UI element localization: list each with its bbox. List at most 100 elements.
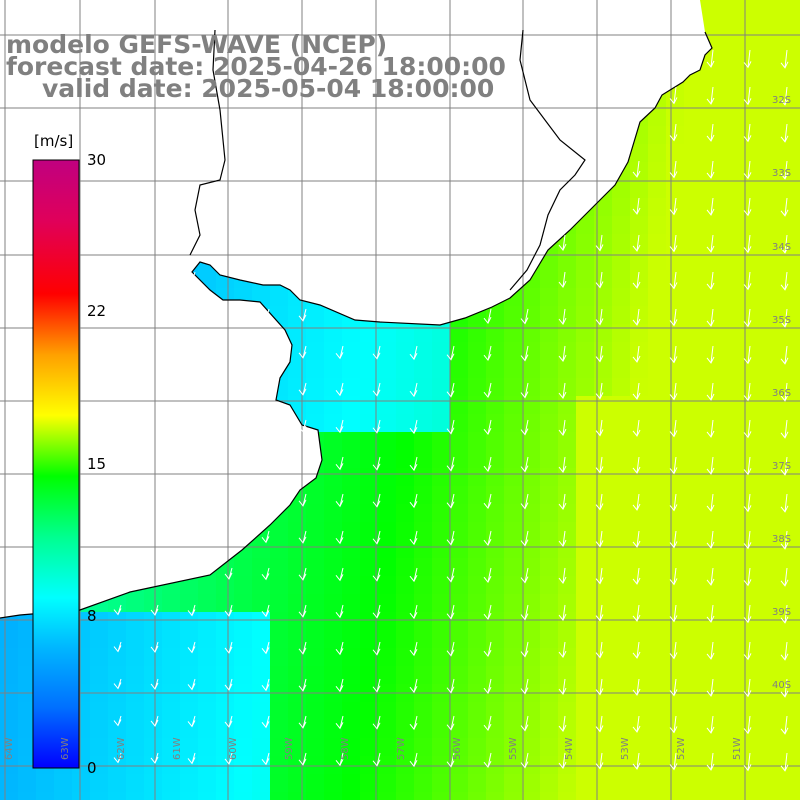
wind-arrow	[298, 641, 307, 655]
wind-cell	[684, 558, 703, 577]
title-forecast-date: forecast date: 2025-04-26 18:00:00	[6, 52, 506, 81]
wind-arrow	[669, 456, 678, 475]
wind-cell	[594, 216, 613, 235]
wind-cell	[774, 216, 793, 235]
wind-cell	[774, 738, 793, 757]
wind-cell	[774, 720, 793, 739]
wind-arrow	[224, 604, 233, 617]
wind-cell	[234, 792, 253, 800]
wind-arrow	[446, 345, 455, 361]
wind-cell	[378, 630, 397, 649]
wind-cell	[432, 414, 451, 433]
wind-cell	[756, 774, 775, 793]
wind-cell	[792, 792, 800, 800]
wind-cell	[540, 612, 559, 631]
wind-cell	[18, 738, 37, 757]
wind-cell	[720, 612, 739, 631]
wind-cell	[504, 558, 523, 577]
wind-cell	[738, 774, 757, 793]
wind-cell	[684, 468, 703, 487]
wind-cell	[774, 360, 793, 379]
wind-arrow	[150, 641, 159, 653]
wind-arrow	[224, 752, 233, 765]
wind-arrow	[780, 160, 789, 180]
wind-arrow	[780, 604, 789, 624]
wind-cell	[324, 414, 343, 433]
wind-arrow	[632, 641, 641, 659]
lat-label: 32S	[772, 95, 791, 106]
wind-arrow	[187, 271, 196, 284]
wind-cell	[234, 738, 253, 757]
wind-cell	[108, 612, 127, 631]
wind-cell	[720, 630, 739, 649]
wind-cell	[774, 522, 793, 541]
wind-cell	[360, 504, 379, 523]
wind-cell	[306, 774, 325, 793]
wind-arrow	[706, 567, 715, 586]
wind-cell	[756, 666, 775, 685]
wind-arrow	[669, 419, 678, 438]
wind-cell	[576, 342, 595, 361]
wind-cell	[90, 720, 109, 739]
wind-cell	[324, 666, 343, 685]
wind-arrows	[113, 49, 789, 772]
wind-cell	[702, 594, 721, 613]
wind-cell	[720, 450, 739, 469]
wind-cell	[558, 306, 577, 325]
wind-cell	[234, 702, 253, 721]
wind-arrow	[520, 493, 529, 510]
wind-cell	[594, 594, 613, 613]
wind-cell	[720, 342, 739, 361]
wind-cell	[126, 666, 145, 685]
wind-cell	[360, 576, 379, 595]
wind-cell	[342, 648, 361, 667]
wind-cell	[144, 774, 163, 793]
wind-cell	[738, 234, 757, 253]
wind-cell	[792, 72, 800, 91]
wind-cell	[378, 738, 397, 757]
wind-cell	[720, 234, 739, 253]
wind-cell	[306, 540, 325, 559]
wind-cell	[522, 288, 541, 307]
wind-arrow	[446, 493, 455, 509]
wind-cell	[324, 702, 343, 721]
wind-cell	[378, 792, 397, 800]
wind-cell	[684, 342, 703, 361]
wind-cell	[666, 396, 685, 415]
wind-cell	[306, 720, 325, 739]
wind-cell	[648, 792, 667, 800]
wind-cell	[432, 576, 451, 595]
wind-cell	[756, 288, 775, 307]
wind-cell	[450, 378, 469, 397]
wind-arrow	[483, 567, 492, 584]
wind-cell	[648, 342, 667, 361]
wind-cell	[486, 486, 505, 505]
wind-arrow	[743, 123, 752, 143]
wind-cell	[162, 594, 181, 613]
wind-arrow	[483, 641, 492, 658]
wind-arrow	[632, 567, 641, 585]
wind-cell	[468, 666, 487, 685]
wind-arrow	[558, 604, 567, 621]
wind-arrow	[780, 345, 789, 365]
wind-cell	[468, 342, 487, 361]
wind-cell	[378, 432, 397, 451]
wind-cell	[18, 702, 37, 721]
wind-arrow	[632, 530, 641, 548]
wind-cell	[540, 540, 559, 559]
wind-cell	[612, 252, 631, 271]
wind-cell	[612, 180, 631, 199]
wind-arrow	[261, 715, 270, 729]
wind-cell	[198, 792, 217, 800]
wind-cell	[360, 702, 379, 721]
wind-cell	[504, 612, 523, 631]
wind-cell	[702, 288, 721, 307]
wind-cell	[756, 486, 775, 505]
wind-arrow	[632, 345, 641, 363]
wind-cell	[576, 666, 595, 685]
wind-cell	[432, 648, 451, 667]
wind-cell	[720, 648, 739, 667]
wind-cell	[612, 270, 631, 289]
wind-cell	[450, 324, 469, 343]
wind-cell	[720, 36, 739, 55]
